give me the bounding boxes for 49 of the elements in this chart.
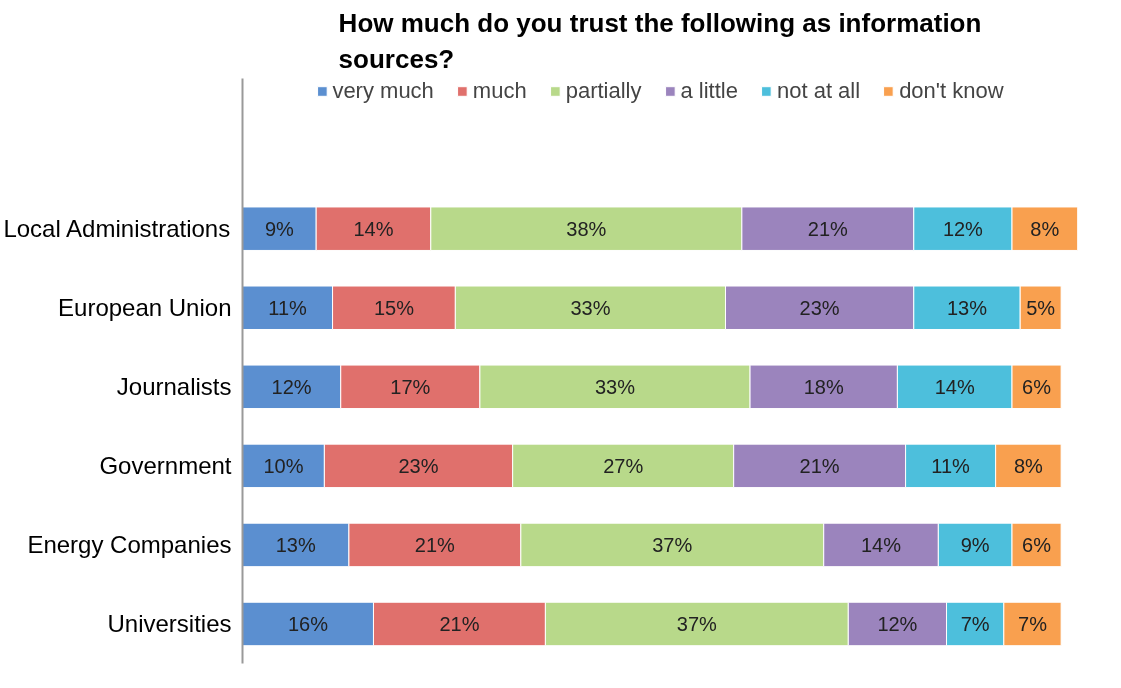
legend-label: much bbox=[472, 78, 527, 104]
data-label: 11% bbox=[268, 296, 308, 319]
data-label: 12% bbox=[942, 217, 984, 240]
y-tick-label: Energy Companies bbox=[27, 531, 232, 559]
data-label: 9% bbox=[960, 533, 990, 556]
data-label: 16% bbox=[287, 612, 329, 635]
legend-label: partially bbox=[565, 78, 642, 104]
y-tick-label: European Union bbox=[58, 294, 232, 322]
data-label: 11% bbox=[931, 454, 971, 477]
y-tick-label: Universities bbox=[107, 610, 232, 638]
data-label: 8% bbox=[1030, 217, 1060, 240]
data-label: 23% bbox=[799, 296, 840, 319]
data-label: 13% bbox=[275, 533, 316, 556]
y-tick-label: Journalists bbox=[116, 373, 232, 401]
legend-label: don't know bbox=[899, 78, 1004, 104]
legend-label: not at all bbox=[776, 78, 861, 104]
data-label: 33% bbox=[570, 296, 611, 319]
data-label: 21% bbox=[439, 612, 480, 635]
data-label: 9% bbox=[264, 217, 295, 240]
data-label: 37% bbox=[652, 533, 693, 556]
data-label: 21% bbox=[799, 454, 840, 477]
legend-label: very much bbox=[332, 78, 434, 104]
data-label: 5% bbox=[1026, 296, 1056, 319]
data-label: 18% bbox=[803, 375, 844, 398]
y-tick-label: Government bbox=[99, 452, 232, 480]
data-label: 21% bbox=[414, 533, 456, 556]
data-label: 14% bbox=[861, 533, 902, 556]
data-label: 12% bbox=[271, 375, 312, 398]
data-label: 17% bbox=[390, 375, 431, 398]
data-label: 14% bbox=[353, 217, 394, 240]
data-label: 15% bbox=[373, 296, 415, 319]
y-tick-label: Local Administrations bbox=[3, 215, 231, 243]
data-label: 12% bbox=[877, 612, 918, 635]
data-label: 6% bbox=[1022, 533, 1052, 556]
data-label: 21% bbox=[807, 217, 849, 240]
data-label: 8% bbox=[1013, 454, 1044, 477]
data-label: 7% bbox=[1018, 612, 1048, 635]
data-label: 7% bbox=[960, 612, 990, 635]
data-label: 14% bbox=[934, 375, 975, 398]
data-label: 13% bbox=[946, 296, 988, 319]
data-label: 27% bbox=[603, 454, 644, 477]
data-label: 37% bbox=[676, 612, 718, 635]
data-label: 10% bbox=[263, 454, 304, 477]
data-label: 23% bbox=[398, 454, 439, 477]
data-label: 6% bbox=[1022, 375, 1052, 398]
chart-title: How much do you trust the following as information sources? bbox=[338, 7, 982, 74]
data-label: 38% bbox=[566, 217, 607, 240]
data-label: 33% bbox=[594, 375, 636, 398]
legend-label: a little bbox=[680, 78, 738, 104]
